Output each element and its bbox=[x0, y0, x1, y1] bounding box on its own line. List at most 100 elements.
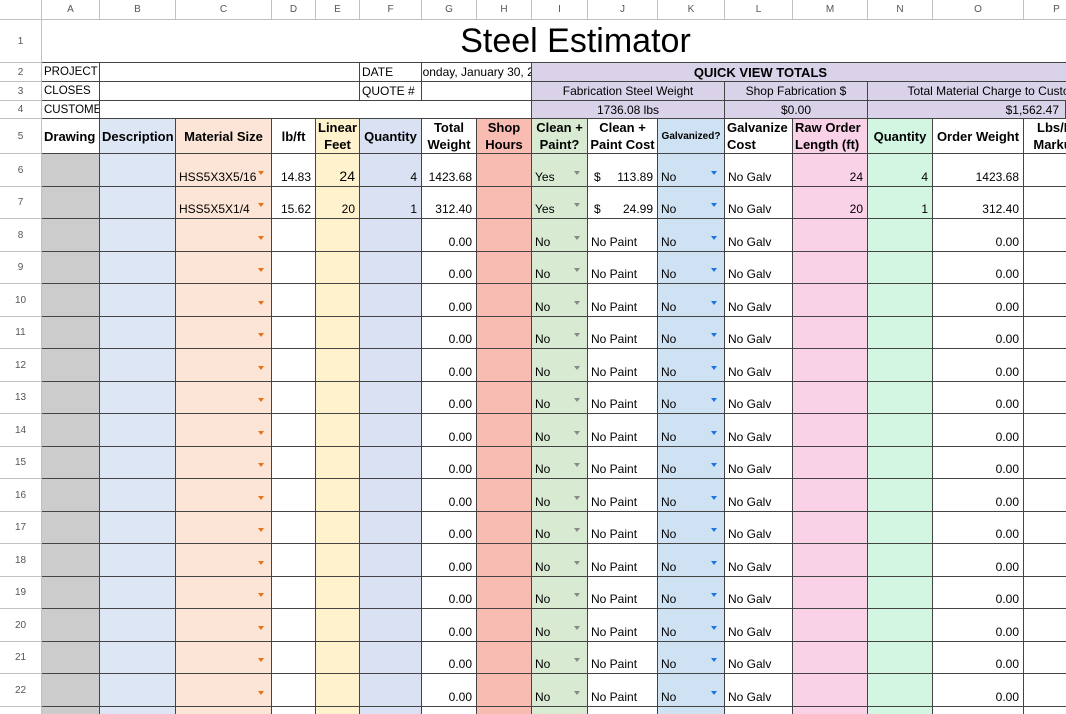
cell[interactable] bbox=[100, 382, 176, 414]
cell[interactable]: No Paint bbox=[588, 219, 658, 252]
cell[interactable] bbox=[360, 609, 422, 642]
cell[interactable]: No bbox=[658, 317, 725, 349]
cell[interactable] bbox=[793, 317, 868, 349]
dropdown-arrow[interactable] bbox=[711, 431, 717, 435]
cell[interactable] bbox=[1024, 642, 1066, 674]
cell[interactable]: No bbox=[532, 674, 588, 707]
cell[interactable] bbox=[793, 219, 868, 252]
cell[interactable]: No Paint bbox=[588, 447, 658, 479]
cell[interactable] bbox=[100, 512, 176, 544]
cell[interactable] bbox=[477, 317, 532, 349]
cell[interactable] bbox=[793, 609, 868, 642]
cell[interactable]: 15.62 bbox=[272, 187, 316, 219]
cell[interactable] bbox=[100, 219, 176, 252]
cell[interactable]: 0.00 bbox=[933, 284, 1024, 317]
cell[interactable] bbox=[272, 447, 316, 479]
cell[interactable] bbox=[1024, 609, 1066, 642]
cell[interactable]: No Paint bbox=[588, 674, 658, 707]
cell[interactable] bbox=[477, 544, 532, 577]
cell[interactable] bbox=[793, 349, 868, 382]
cell[interactable]: No Paint bbox=[588, 609, 658, 642]
cell[interactable] bbox=[477, 479, 532, 512]
cell[interactable]: No bbox=[532, 317, 588, 349]
cell[interactable]: 1423.68 bbox=[933, 154, 1024, 187]
cell[interactable]: No bbox=[658, 284, 725, 317]
cell[interactable] bbox=[793, 447, 868, 479]
cell[interactable]: No Galv bbox=[725, 317, 793, 349]
dropdown-arrow[interactable] bbox=[574, 431, 580, 435]
dropdown-arrow[interactable] bbox=[574, 236, 580, 240]
dropdown-arrow[interactable] bbox=[574, 658, 580, 662]
cell[interactable]: No bbox=[658, 447, 725, 479]
cell[interactable] bbox=[1024, 512, 1066, 544]
cell[interactable] bbox=[176, 512, 272, 544]
cell[interactable] bbox=[477, 154, 532, 187]
cell[interactable] bbox=[176, 349, 272, 382]
cell[interactable] bbox=[316, 284, 360, 317]
cell[interactable]: 0.00 bbox=[933, 577, 1024, 609]
cell[interactable]: No Galv bbox=[725, 349, 793, 382]
cell[interactable] bbox=[42, 544, 100, 577]
cell[interactable] bbox=[868, 382, 933, 414]
cell[interactable] bbox=[868, 284, 933, 317]
cell[interactable]: No bbox=[532, 642, 588, 674]
cell[interactable] bbox=[316, 479, 360, 512]
cell[interactable] bbox=[360, 414, 422, 447]
dropdown-arrow[interactable] bbox=[711, 398, 717, 402]
cell[interactable]: No bbox=[532, 512, 588, 544]
cell[interactable] bbox=[272, 544, 316, 577]
cell[interactable]: No Galv bbox=[725, 479, 793, 512]
dropdown-arrow[interactable] bbox=[258, 431, 264, 435]
cell[interactable]: No Paint bbox=[588, 479, 658, 512]
cell[interactable] bbox=[868, 219, 933, 252]
cell[interactable] bbox=[360, 447, 422, 479]
dropdown-arrow[interactable] bbox=[574, 268, 580, 272]
cell[interactable] bbox=[316, 642, 360, 674]
cell[interactable]: 0.00 bbox=[422, 674, 477, 707]
cell[interactable]: $24.99 bbox=[588, 187, 658, 219]
cell[interactable]: 0 bbox=[1024, 154, 1066, 187]
cell[interactable] bbox=[1024, 349, 1066, 382]
cell[interactable]: No bbox=[658, 512, 725, 544]
dropdown-arrow[interactable] bbox=[574, 593, 580, 597]
cell[interactable] bbox=[1024, 544, 1066, 577]
cell[interactable] bbox=[100, 609, 176, 642]
cell[interactable]: No Galv bbox=[725, 382, 793, 414]
dropdown-arrow[interactable] bbox=[258, 333, 264, 337]
cell[interactable] bbox=[477, 284, 532, 317]
cell[interactable]: No Galv bbox=[725, 512, 793, 544]
cell[interactable] bbox=[272, 349, 316, 382]
cell[interactable] bbox=[42, 382, 100, 414]
cell[interactable]: No Paint bbox=[588, 512, 658, 544]
cell[interactable]: No Galv bbox=[725, 219, 793, 252]
dropdown-arrow[interactable] bbox=[711, 626, 717, 630]
dropdown-arrow[interactable] bbox=[711, 333, 717, 337]
cell[interactable] bbox=[42, 414, 100, 447]
dropdown-arrow[interactable] bbox=[574, 333, 580, 337]
cell[interactable] bbox=[868, 674, 933, 707]
cell[interactable] bbox=[477, 642, 532, 674]
cell[interactable] bbox=[316, 252, 360, 284]
dropdown-arrow[interactable] bbox=[711, 496, 717, 500]
cell[interactable]: No Galv bbox=[725, 544, 793, 577]
cell[interactable] bbox=[793, 674, 868, 707]
cell[interactable] bbox=[360, 252, 422, 284]
cell[interactable] bbox=[360, 577, 422, 609]
dropdown-arrow[interactable] bbox=[258, 463, 264, 467]
cell[interactable]: 0.00 bbox=[933, 447, 1024, 479]
cell[interactable]: No bbox=[532, 609, 588, 642]
cell[interactable]: No Paint bbox=[588, 642, 658, 674]
dropdown-arrow[interactable] bbox=[258, 528, 264, 532]
cell[interactable]: No Paint bbox=[588, 284, 658, 317]
dropdown-arrow[interactable] bbox=[711, 268, 717, 272]
cell[interactable]: 0.00 bbox=[933, 479, 1024, 512]
cell[interactable] bbox=[272, 642, 316, 674]
cell[interactable] bbox=[793, 512, 868, 544]
cell[interactable] bbox=[316, 447, 360, 479]
cell[interactable]: 0.00 bbox=[933, 544, 1024, 577]
cell[interactable] bbox=[868, 479, 933, 512]
dropdown-arrow[interactable] bbox=[711, 463, 717, 467]
dropdown-arrow[interactable] bbox=[711, 528, 717, 532]
cell[interactable] bbox=[477, 219, 532, 252]
cell[interactable] bbox=[316, 674, 360, 707]
